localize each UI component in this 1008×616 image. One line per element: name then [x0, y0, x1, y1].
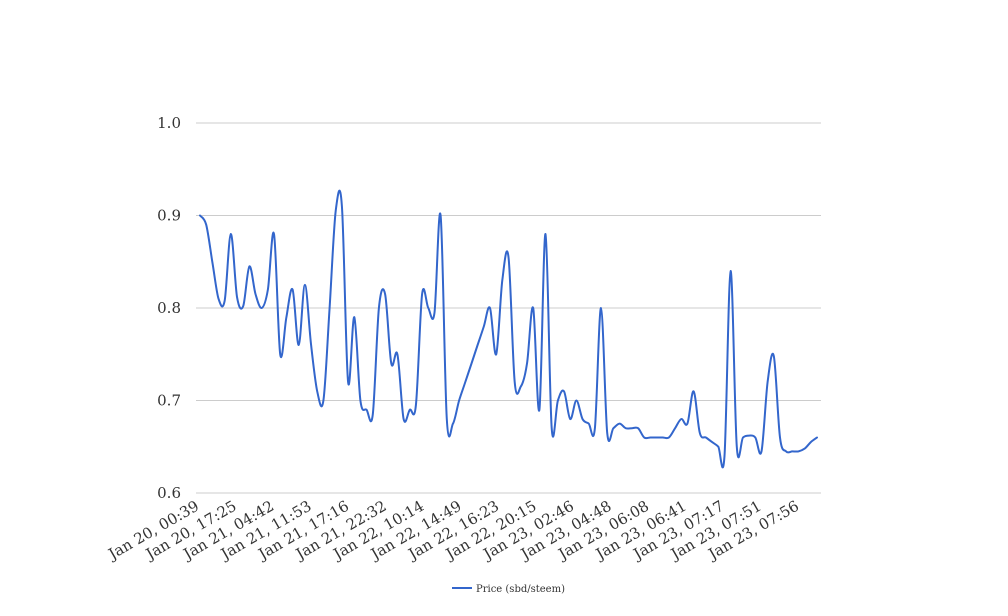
y-gridlines — [196, 122, 821, 494]
legend-label: Price (sbd/steem) — [476, 584, 565, 595]
y-tick-label: 0.9 — [157, 207, 181, 225]
series-line-price — [199, 189, 818, 469]
y-tick-labels: 0.6 0.7 0.8 0.9 1.0 — [157, 114, 181, 502]
legend: Price (sbd/steem) — [452, 584, 565, 595]
y-tick-label: 0.6 — [157, 484, 181, 502]
y-tick-label: 1.0 — [157, 114, 181, 132]
y-tick-label: 0.8 — [157, 299, 181, 317]
y-tick-label: 0.7 — [157, 392, 181, 410]
